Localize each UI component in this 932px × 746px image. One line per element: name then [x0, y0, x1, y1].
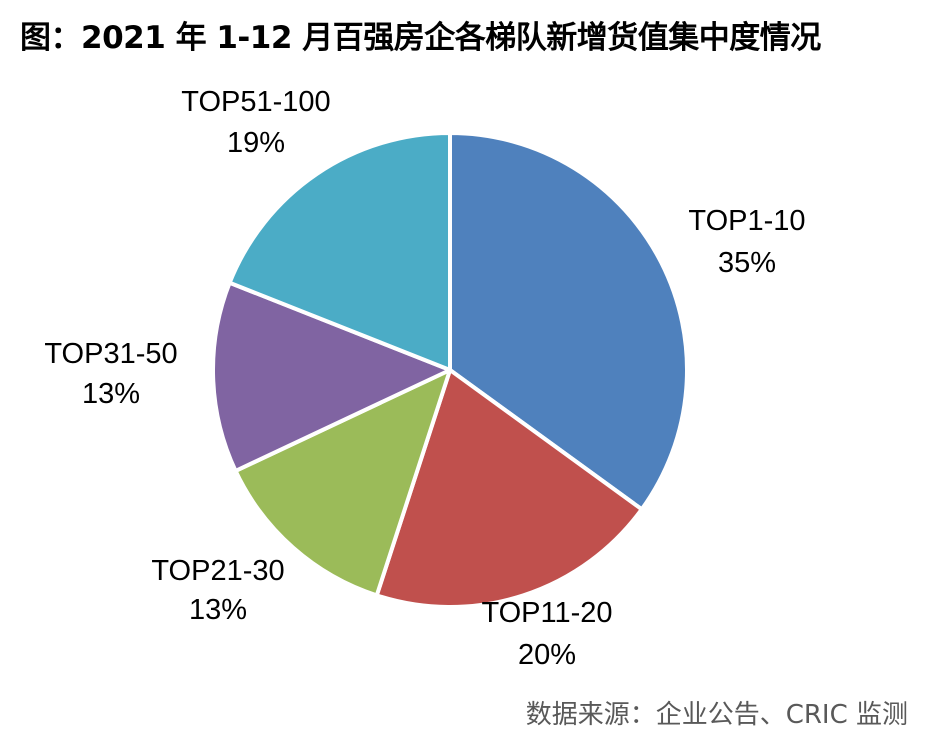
slice-label: TOP31-50: [44, 338, 177, 370]
pie-slice-top51-100: [227, 131, 452, 372]
pie-slice-top11-20: [374, 368, 644, 609]
slice-value-label: 35%: [718, 247, 776, 279]
pie-slice-top1-10: [448, 131, 689, 512]
slice-label: TOP21-30: [151, 555, 284, 587]
data-source-note: 数据来源：企业公告、CRIC 监测: [525, 700, 908, 730]
pie-slice-top21-30: [233, 368, 452, 598]
slice-label: TOP51-100: [181, 86, 330, 118]
slice-value-label: 19%: [227, 127, 285, 159]
chart-title: 图：2021 年 1-12 月百强房企各梯队新增货值集中度情况: [20, 20, 821, 56]
slice-value-label: 20%: [518, 639, 576, 671]
slice-label: TOP1-10: [688, 205, 805, 237]
slice-value-label: 13%: [82, 378, 140, 410]
slice-value-label: 13%: [189, 594, 247, 626]
pie-slice-top31-50: [211, 280, 452, 473]
slice-label: TOP11-20: [481, 597, 612, 629]
